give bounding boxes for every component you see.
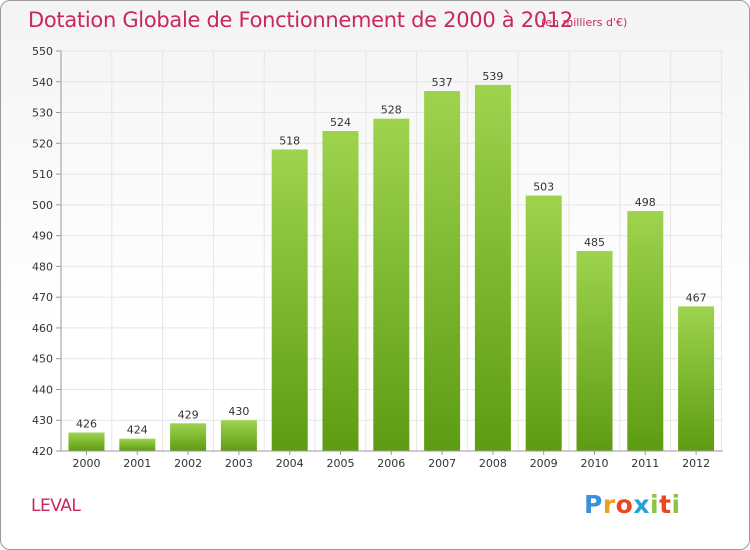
x-tick-label: 2003 bbox=[225, 457, 253, 470]
data-label: 518 bbox=[279, 134, 300, 147]
bar-2010[interactable] bbox=[576, 251, 613, 451]
data-label: 485 bbox=[584, 236, 605, 249]
x-tick-label: 2005 bbox=[327, 457, 355, 470]
bar-2001[interactable] bbox=[119, 438, 156, 451]
x-tick-label: 2006 bbox=[377, 457, 405, 470]
x-tick-label: 2011 bbox=[631, 457, 659, 470]
logo-letter: r bbox=[602, 490, 616, 519]
x-tick-label: 2001 bbox=[123, 457, 151, 470]
y-tick-label: 500 bbox=[32, 199, 53, 212]
data-label: 528 bbox=[381, 104, 402, 117]
data-label: 498 bbox=[635, 196, 656, 209]
y-tick-label: 430 bbox=[32, 414, 53, 427]
y-tick-label: 460 bbox=[32, 322, 53, 335]
data-label: 429 bbox=[178, 408, 199, 421]
x-tick-label: 2009 bbox=[530, 457, 558, 470]
x-tick-label: 2002 bbox=[174, 457, 202, 470]
x-tick-label: 2004 bbox=[276, 457, 304, 470]
chart-subtitle: (en milliers d'€) bbox=[541, 16, 628, 29]
y-tick-label: 450 bbox=[32, 353, 53, 366]
y-tick-label: 470 bbox=[32, 291, 53, 304]
bars bbox=[68, 84, 715, 451]
bar-2002[interactable] bbox=[170, 423, 207, 451]
axes bbox=[56, 50, 723, 455]
bar-2000[interactable] bbox=[68, 432, 105, 451]
x-tick-label: 2008 bbox=[479, 457, 507, 470]
y-tick-label: 520 bbox=[32, 137, 53, 150]
data-label: 467 bbox=[686, 291, 707, 304]
labels: 420 430 440 450 460 470 480 490 500 510 520 530 540 5… bbox=[32, 45, 710, 470]
commune-name: LEVAL bbox=[31, 496, 81, 516]
bar-2007[interactable] bbox=[424, 91, 461, 451]
y-tick-label: 550 bbox=[32, 45, 53, 58]
data-label: 537 bbox=[432, 76, 453, 89]
y-tick-label: 510 bbox=[32, 168, 53, 181]
y-tick-label: 480 bbox=[32, 260, 53, 273]
y-tick-label: 420 bbox=[32, 445, 53, 458]
logo-letter: i bbox=[671, 490, 681, 519]
data-label: 426 bbox=[76, 418, 97, 431]
x-tick-label: 2007 bbox=[428, 457, 456, 470]
y-tick-label: 440 bbox=[32, 383, 53, 396]
bar-2011[interactable] bbox=[627, 211, 664, 451]
bar-2009[interactable] bbox=[525, 195, 562, 451]
chart-title: Dotation Globale de Fonctionnement de 20… bbox=[28, 8, 573, 32]
proxiti-logo[interactable]: Proxiti bbox=[584, 490, 681, 519]
x-tick-label: 2000 bbox=[73, 457, 101, 470]
x-tick-label: 2012 bbox=[682, 457, 710, 470]
data-label: 424 bbox=[127, 424, 148, 437]
bar-2005[interactable] bbox=[322, 131, 359, 451]
bar-2012[interactable] bbox=[678, 306, 715, 451]
logo-letter: i bbox=[650, 490, 660, 519]
bar-2004[interactable] bbox=[271, 149, 308, 451]
bar-2008[interactable] bbox=[474, 84, 511, 451]
y-tick-label: 540 bbox=[32, 76, 53, 89]
data-label: 539 bbox=[482, 70, 503, 83]
y-tick-label: 490 bbox=[32, 230, 53, 243]
data-label: 503 bbox=[533, 181, 554, 194]
bar-2003[interactable] bbox=[220, 420, 257, 451]
bar-2006[interactable] bbox=[373, 118, 410, 451]
logo-letter: P bbox=[584, 490, 603, 519]
x-tick-label: 2010 bbox=[581, 457, 609, 470]
y-tick-label: 530 bbox=[32, 107, 53, 120]
logo-letter: o bbox=[615, 490, 634, 519]
data-label: 430 bbox=[228, 405, 249, 418]
logo-letter: x bbox=[633, 490, 650, 519]
data-label: 524 bbox=[330, 116, 351, 129]
logo-letter: t bbox=[659, 490, 672, 519]
